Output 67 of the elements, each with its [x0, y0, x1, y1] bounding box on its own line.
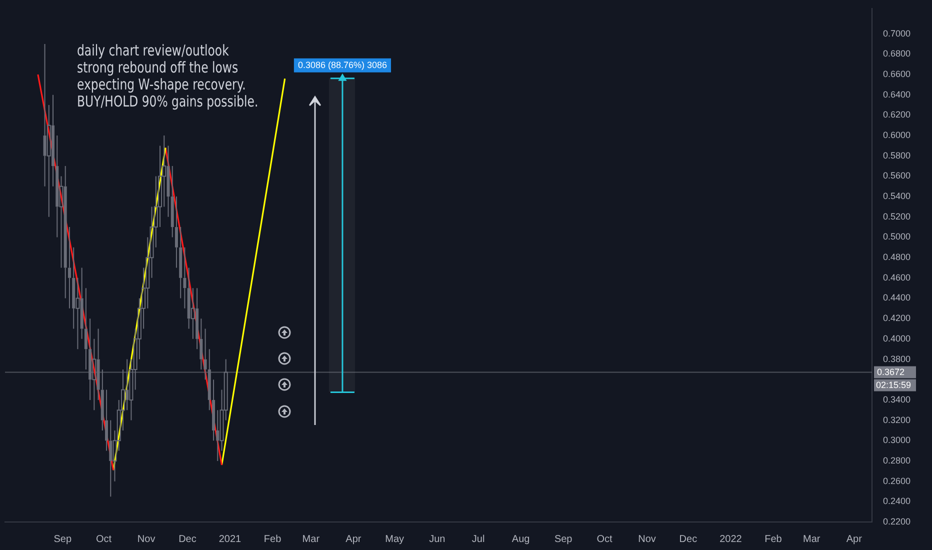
y-tick-label: 0.2400	[883, 496, 911, 506]
candlestick	[212, 379, 216, 442]
x-tick-label: Aug	[512, 534, 530, 545]
candlestick	[56, 135, 59, 238]
x-tick-label: May	[385, 534, 404, 545]
x-tick-label: Nov	[137, 534, 156, 545]
annotation: expecting W-shape recovery.	[77, 77, 246, 94]
annotation: strong rebound off the lows	[77, 60, 238, 77]
x-tick-label: 2021	[218, 534, 242, 545]
candlestick	[84, 288, 88, 370]
y-tick-label: 0.4000	[883, 333, 911, 344]
candlestick	[88, 318, 92, 400]
data-label: 0.3086 (88.76%) 3086	[298, 60, 388, 70]
y-tick-label: 0.2600	[883, 476, 911, 486]
ref-line-label: 0.3672	[877, 366, 905, 377]
candlestick	[204, 328, 207, 380]
y-tick-label: 0.5600	[883, 170, 911, 181]
x-tick-label: 2022	[720, 534, 742, 545]
x-tick-label: Feb	[264, 534, 282, 545]
candlestick	[170, 166, 174, 238]
candlestick	[179, 226, 182, 299]
y-tick-label: 0.4200	[883, 313, 911, 324]
y-tick-label: 0.5800	[883, 150, 911, 160]
candlestick	[200, 318, 203, 370]
x-tick-label: Oct	[96, 534, 112, 545]
candlestick	[72, 246, 76, 330]
y-tick-label: 0.6200	[883, 110, 911, 120]
y-tick-label: 0.3800	[883, 354, 911, 364]
y-tick-label: 0.6000	[883, 130, 911, 140]
candlestick	[68, 226, 71, 309]
x-tick-label: Apr	[846, 534, 863, 545]
y-tick-label: 0.4800	[883, 252, 911, 262]
x-tick-label: Dec	[178, 534, 196, 545]
y-tick-label: 0.2200	[883, 516, 911, 526]
x-tick-label: Feb	[764, 534, 782, 545]
x-tick-label: Mar	[803, 534, 821, 545]
text: 02:15:59	[876, 380, 912, 390]
candlestick	[105, 389, 108, 452]
x-tick-label: Mar	[302, 534, 320, 545]
candlestick	[183, 246, 186, 309]
y-tick-label: 0.6800	[883, 48, 911, 59]
x-tick-label: Apr	[346, 534, 362, 545]
candlestick	[174, 196, 178, 268]
x-tick-label: Jul	[472, 534, 485, 545]
y-tick-label: 0.3200	[883, 414, 911, 425]
y-tick-label: 0.5400	[883, 191, 911, 202]
y-tick-label: 0.3400	[883, 394, 911, 404]
annotation: BUY/HOLD 90% gains possible.	[77, 94, 258, 111]
y-tick-label: 0.4400	[883, 292, 911, 303]
y-tick-label: 0.7000	[883, 28, 911, 38]
x-tick-label: Jun	[429, 534, 446, 545]
x-tick-label: Oct	[596, 534, 612, 545]
y-tick-label: 0.5200	[883, 211, 911, 222]
x-tick-label: Sep	[554, 534, 573, 545]
y-tick-label: 0.6400	[883, 89, 911, 100]
y-tick-label: 0.5000	[883, 232, 911, 242]
y-tick-label: 0.3000	[883, 435, 911, 446]
annotation: daily chart review/outlook	[77, 43, 230, 60]
candlestick	[208, 348, 211, 411]
y-tick-label: 0.6600	[883, 68, 911, 79]
candlestick	[100, 368, 104, 431]
x-tick-label: Nov	[638, 534, 656, 545]
candlestick	[109, 420, 112, 498]
y-tick-label: 0.4600	[883, 272, 911, 282]
x-tick-label: Sep	[54, 534, 72, 545]
y-tick-label: 0.2800	[883, 455, 911, 466]
x-tick-label: Dec	[679, 534, 698, 545]
